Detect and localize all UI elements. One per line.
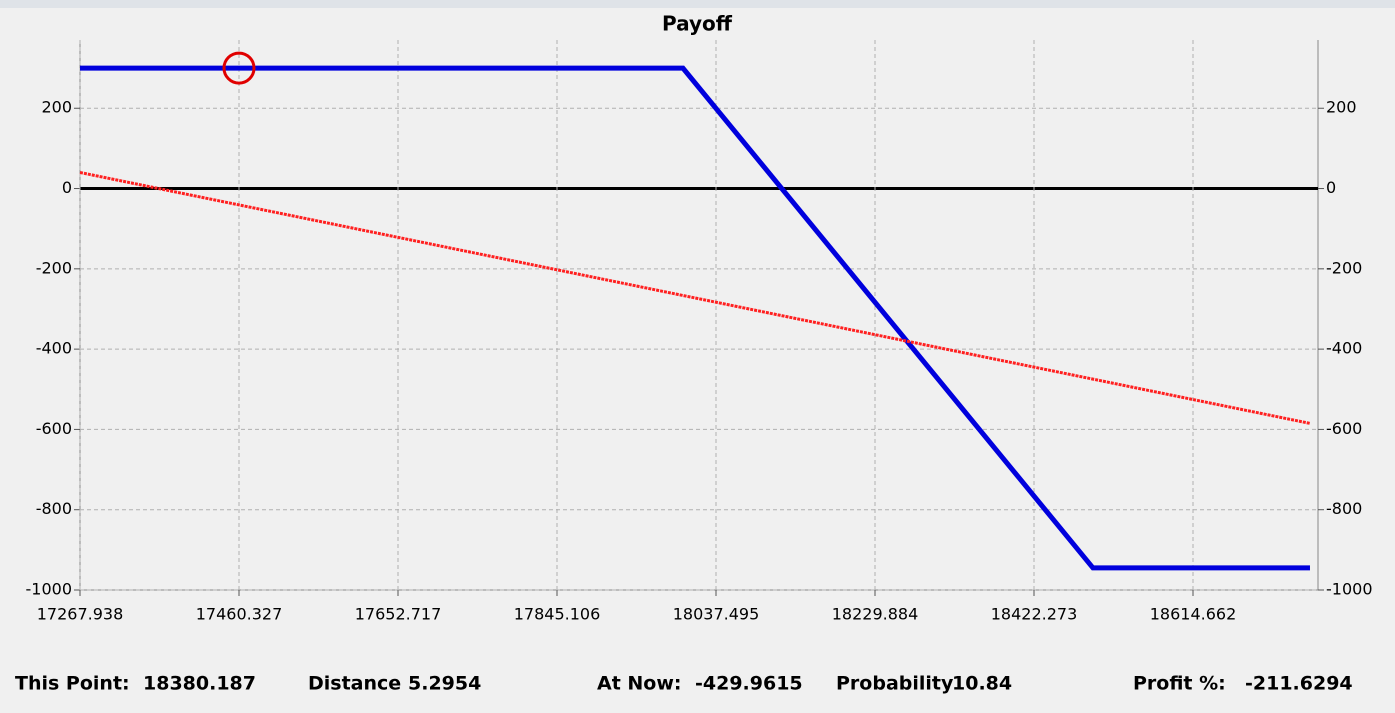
plot-area [80, 40, 1318, 590]
y2-tick-label: -400 [1326, 339, 1362, 358]
y2-tick-label: 200 [1326, 98, 1357, 117]
top-strip [0, 0, 1395, 8]
x-tick-label: 18422.273 [991, 605, 1078, 624]
y2-tick-label: -800 [1326, 499, 1362, 518]
x-tick-label: 17460.327 [196, 605, 283, 624]
status-value: 18380.187 [143, 673, 256, 695]
chart: Payoff 200 200 0 0 -200 -200 -400 -400 -600 -600 -… [0, 0, 1395, 713]
y-tick-label: -800 [36, 499, 72, 518]
status-label: At Now: [597, 673, 682, 695]
chart-title: Payoff [662, 12, 733, 36]
x-tick-label: 18037.495 [673, 605, 760, 624]
y-tick-label: 0 [62, 178, 72, 197]
status-label: Distance [308, 673, 401, 695]
x-tick-label: 17845.106 [514, 605, 601, 624]
y2-tick-label: -600 [1326, 419, 1362, 438]
status-label: This Point: [15, 673, 130, 695]
x-tick-label: 17267.938 [37, 605, 124, 624]
status-value: -211.6294 [1245, 673, 1353, 695]
y2-tick-label: -200 [1326, 258, 1362, 277]
status-value: -429.9615 [695, 673, 803, 695]
status-value: 5.2954 [408, 673, 481, 695]
x-tick-label: 17652.717 [355, 605, 442, 624]
y2-tick-label: -1000 [1326, 580, 1373, 599]
y-tick-label: -600 [36, 419, 72, 438]
x-tick-label: 18229.884 [832, 605, 919, 624]
y-tick-label: -400 [36, 339, 72, 358]
status-label: Profit %: [1133, 673, 1226, 695]
y2-tick-label: 0 [1326, 178, 1336, 197]
y-tick-label: -200 [36, 258, 72, 277]
x-tick-label: 18614.662 [1150, 605, 1237, 624]
status-label: Probability [836, 673, 954, 695]
status-value: 10.84 [952, 673, 1012, 695]
y-tick-label: 200 [41, 98, 72, 117]
y-tick-label: -1000 [26, 580, 73, 599]
